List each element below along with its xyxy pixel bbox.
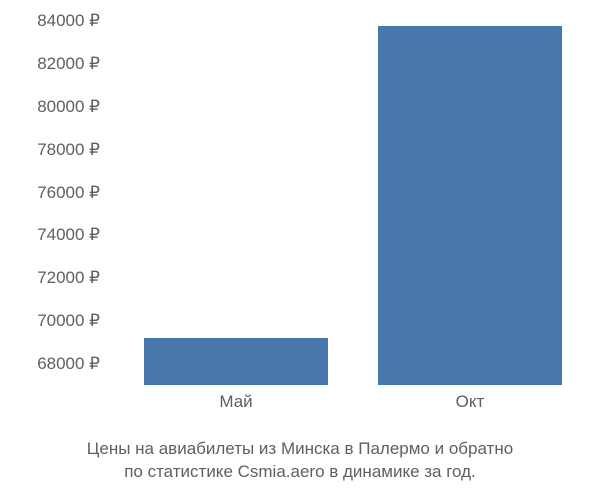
- y-axis: 68000 ₽ 70000 ₽ 72000 ₽ 74000 ₽ 76000 ₽ 78000…: [0, 0, 110, 420]
- price-chart: 68000 ₽ 70000 ₽ 72000 ₽ 74000 ₽ 76000 ₽ 78000…: [0, 0, 600, 420]
- y-tick-label: 84000 ₽: [37, 11, 100, 31]
- y-tick-label: 82000 ₽: [37, 54, 100, 74]
- bar: [378, 26, 562, 385]
- bar: [144, 338, 328, 385]
- chart-caption: Цены на авиабилеты из Минска в Палермо и…: [0, 438, 600, 484]
- y-tick-label: 78000 ₽: [37, 140, 100, 160]
- y-tick-label: 74000 ₽: [37, 225, 100, 245]
- y-tick-label: 68000 ₽: [37, 354, 100, 374]
- y-tick-label: 76000 ₽: [37, 183, 100, 203]
- plot-area: [110, 0, 590, 385]
- x-tick-label: Окт: [456, 392, 485, 412]
- x-axis: Май Окт: [110, 392, 590, 416]
- caption-line: по статистике Csmia.aero в динамике за г…: [124, 462, 476, 481]
- y-tick-label: 80000 ₽: [37, 97, 100, 117]
- y-tick-label: 70000 ₽: [37, 311, 100, 331]
- caption-line: Цены на авиабилеты из Минска в Палермо и…: [87, 439, 513, 458]
- x-tick-label: Май: [219, 392, 252, 412]
- y-tick-label: 72000 ₽: [37, 268, 100, 288]
